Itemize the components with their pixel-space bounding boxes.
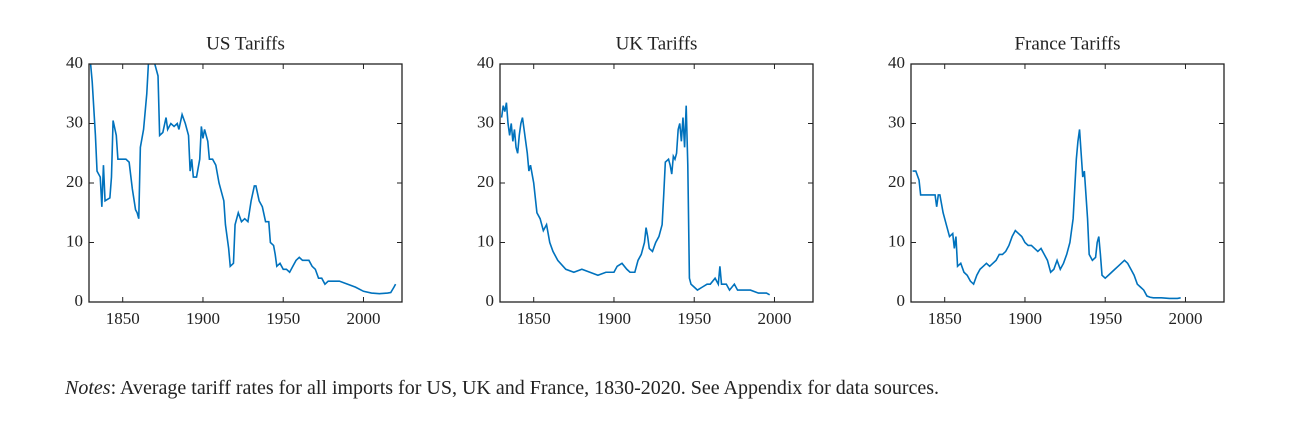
x-tick-label: 2000: [757, 309, 791, 328]
y-tick-label: 30: [66, 112, 83, 131]
y-tick-label: 40: [66, 53, 83, 72]
y-tick-label: 10: [888, 231, 905, 250]
data-line: [500, 102, 771, 296]
x-tick-label: 1950: [677, 309, 711, 328]
panel: France Tariffs 0 10 20 30 40 1850 1900 1950 2000: [888, 33, 1225, 328]
x-tick-label: 1900: [186, 309, 220, 328]
x-tick-label: 2000: [1168, 309, 1202, 328]
x-tick-label: 1900: [1008, 309, 1042, 328]
x-tick-label: 1850: [517, 309, 551, 328]
y-tick-label: 20: [66, 172, 83, 191]
y-tick-label: 10: [477, 231, 494, 250]
y-tick-label: 0: [486, 291, 495, 310]
x-tick-label: 1900: [597, 309, 631, 328]
y-tick-label: 10: [66, 231, 83, 250]
data-line: [89, 64, 397, 295]
y-tick-label: 20: [477, 172, 494, 191]
y-tick-label: 0: [897, 291, 906, 310]
axes-box: [499, 63, 814, 303]
axes-box: [88, 63, 403, 303]
notes-text: : Average tariff rates for all imports f…: [111, 377, 939, 399]
panel-title: France Tariffs: [1014, 33, 1120, 54]
panel: UK Tariffs 0 10 20 30 40 1850 1900 1950 2000: [477, 33, 814, 328]
y-tick-label: 40: [477, 53, 494, 72]
panel-title: UK Tariffs: [616, 33, 698, 54]
panel-title: US Tariffs: [206, 33, 285, 54]
y-tick-label: 40: [888, 53, 905, 72]
y-tick-label: 30: [477, 112, 494, 131]
y-tick-label: 20: [888, 172, 905, 191]
notes: Notes: Average tariff rates for all impo…: [64, 377, 939, 399]
x-tick-label: 1950: [1088, 309, 1122, 328]
data-line: [912, 129, 1181, 300]
x-tick-label: 1850: [106, 309, 140, 328]
x-tick-label: 1950: [266, 309, 300, 328]
x-tick-label: 1850: [928, 309, 962, 328]
y-tick-label: 0: [75, 291, 84, 310]
notes-label: Notes: [64, 377, 111, 399]
panel: US Tariffs 0 10 20 30 40 1850 1900 1950 2000: [66, 33, 403, 328]
y-tick-label: 30: [888, 112, 905, 131]
x-tick-label: 2000: [346, 309, 380, 328]
